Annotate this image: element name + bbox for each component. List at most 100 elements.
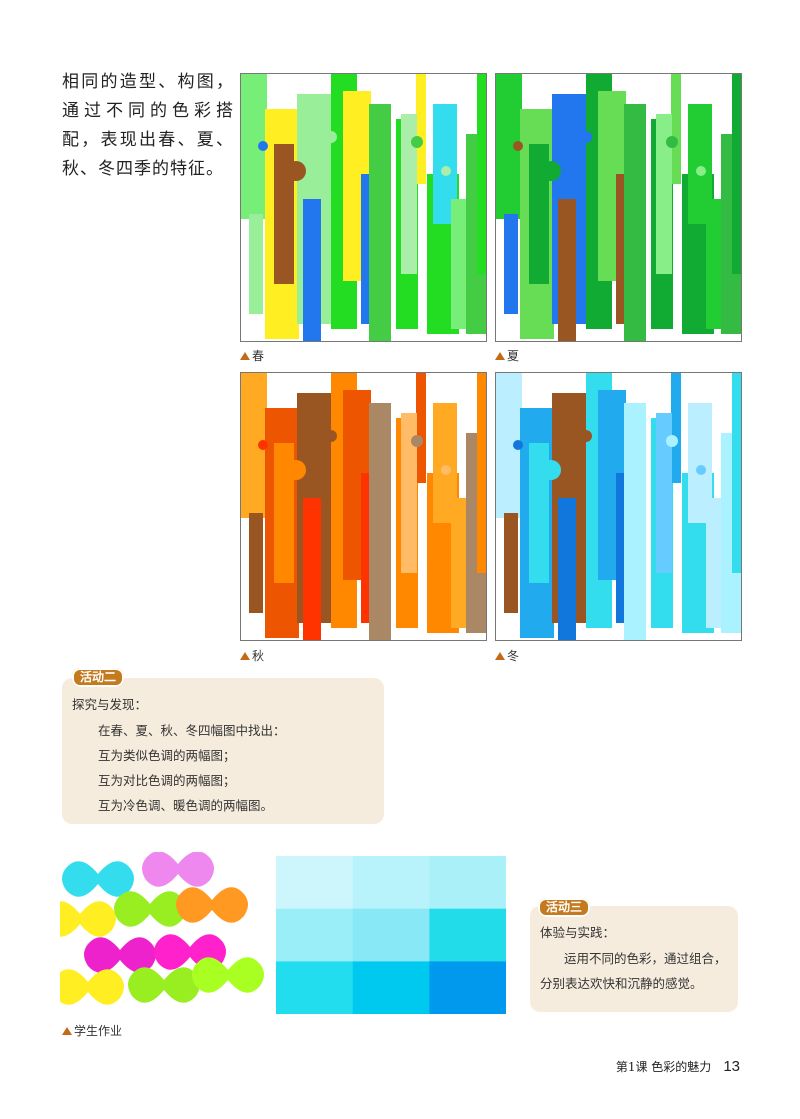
- bow-shape: [142, 851, 214, 887]
- color-dot: [258, 440, 268, 450]
- lesson-title: 第1课 色彩的魅力: [615, 1060, 712, 1074]
- color-bar: [303, 199, 321, 341]
- activity-three-heading: 体验与实践：: [540, 925, 616, 940]
- grid-swatch: [429, 908, 507, 962]
- color-dot: [411, 435, 423, 447]
- page-number: 13: [723, 1058, 740, 1075]
- color-bar: [303, 498, 321, 640]
- bow-shape: [44, 901, 116, 937]
- color-bar: [477, 373, 486, 573]
- page-footer: 第1课 色彩的魅力 13: [616, 1058, 740, 1075]
- bow-shape: [128, 967, 200, 1003]
- activity-three-box: 体验与实践： 运用不同的色彩，通过组合，分别表达欢快和沉静的感觉。: [530, 906, 738, 1012]
- intro-paragraph: 相同的造型、构图，通过不同的色彩搭配，表现出春、夏、秋、冬四季的特征。: [62, 72, 234, 179]
- activity-two-line: 互为冷色调、暖色调的两幅图。: [98, 798, 274, 813]
- color-bar: [529, 144, 549, 284]
- color-bar: [656, 413, 672, 573]
- color-bar: [624, 403, 646, 640]
- spring-caption: 春: [240, 347, 264, 364]
- color-dot: [541, 460, 561, 480]
- color-bar: [249, 513, 263, 613]
- color-bar: [656, 114, 672, 274]
- color-bar: [624, 104, 646, 341]
- summer-painting: [495, 73, 742, 342]
- bows-svg: [44, 851, 264, 1005]
- activity-three-tag: 活动三: [538, 898, 591, 917]
- summer-caption: 夏: [495, 347, 519, 364]
- activity-two-box: 探究与发现： 在春、夏、秋、冬四幅图中找出： 互为类似色调的两幅图； 互为对比色…: [62, 678, 384, 824]
- color-dot: [580, 131, 592, 143]
- color-dot: [696, 166, 706, 176]
- color-bar: [732, 373, 741, 573]
- activity-two-line: 在春、夏、秋、冬四幅图中找出：: [98, 723, 286, 738]
- color-bar: [477, 74, 486, 274]
- activity-two-list: 在春、夏、秋、冬四幅图中找出： 互为类似色调的两幅图； 互为对比色调的两幅图； …: [98, 718, 286, 818]
- color-dot: [666, 435, 678, 447]
- painting-svg: [241, 373, 486, 640]
- autumn-painting: [240, 372, 487, 641]
- color-dot: [441, 166, 451, 176]
- color-bar: [671, 373, 681, 483]
- color-bar: [401, 413, 417, 573]
- winter-painting: [495, 372, 742, 641]
- activity-three-body: 运用不同的色彩，通过组合，分别表达欢快和沉静的感觉。: [540, 951, 727, 991]
- triangle-marker-icon: [495, 651, 505, 660]
- cyan-color-grid: [276, 856, 507, 1015]
- grid-swatch: [276, 908, 353, 962]
- color-bar: [504, 214, 518, 314]
- color-bar: [416, 373, 426, 483]
- activity-two-heading: 探究与发现：: [72, 697, 148, 712]
- spring-caption-text: 春: [252, 349, 265, 363]
- triangle-marker-icon: [240, 651, 250, 660]
- color-dot: [513, 440, 523, 450]
- grid-swatch: [429, 961, 507, 1015]
- color-dot: [325, 430, 337, 442]
- activity-two-line: 互为对比色调的两幅图；: [98, 773, 236, 788]
- color-dot: [286, 460, 306, 480]
- color-bar: [274, 443, 294, 583]
- color-bar: [416, 74, 426, 184]
- color-dot: [325, 131, 337, 143]
- color-bar: [274, 144, 294, 284]
- spring-painting: [240, 73, 487, 342]
- bow-shape: [84, 937, 156, 973]
- color-dot: [580, 430, 592, 442]
- grid-swatch: [276, 961, 353, 1015]
- bow-shape: [52, 969, 124, 1005]
- color-dot: [541, 161, 561, 181]
- color-bar: [529, 443, 549, 583]
- color-dot: [286, 161, 306, 181]
- color-dot: [411, 136, 423, 148]
- activity-two-tag: 活动二: [72, 668, 125, 687]
- cyan-grid-svg: [276, 856, 507, 1015]
- activity-two-line: 互为类似色调的两幅图；: [98, 748, 236, 763]
- bow-shape: [62, 861, 134, 897]
- student-work-caption-text: 学生作业: [74, 1024, 123, 1038]
- triangle-marker-icon: [62, 1026, 72, 1035]
- painting-svg: [496, 74, 741, 341]
- color-dot: [258, 141, 268, 151]
- bow-shape: [114, 891, 186, 927]
- color-bar: [558, 199, 576, 341]
- triangle-marker-icon: [240, 351, 250, 360]
- painting-svg: [496, 373, 741, 640]
- grid-swatch: [429, 856, 507, 909]
- winter-caption: 冬: [495, 647, 519, 664]
- color-bar: [369, 403, 391, 640]
- grid-swatch: [352, 856, 430, 909]
- color-dot: [696, 465, 706, 475]
- color-bar: [732, 74, 741, 274]
- autumn-caption: 秋: [240, 647, 264, 664]
- color-dot: [441, 465, 451, 475]
- color-dot: [666, 136, 678, 148]
- autumn-caption-text: 秋: [252, 649, 265, 663]
- color-bar: [401, 114, 417, 274]
- color-bar: [558, 498, 576, 640]
- color-bar: [671, 74, 681, 184]
- color-dot: [513, 141, 523, 151]
- color-bar: [249, 214, 263, 314]
- color-bar: [504, 513, 518, 613]
- winter-caption-text: 冬: [507, 649, 520, 663]
- color-bar: [369, 104, 391, 341]
- triangle-marker-icon: [495, 351, 505, 360]
